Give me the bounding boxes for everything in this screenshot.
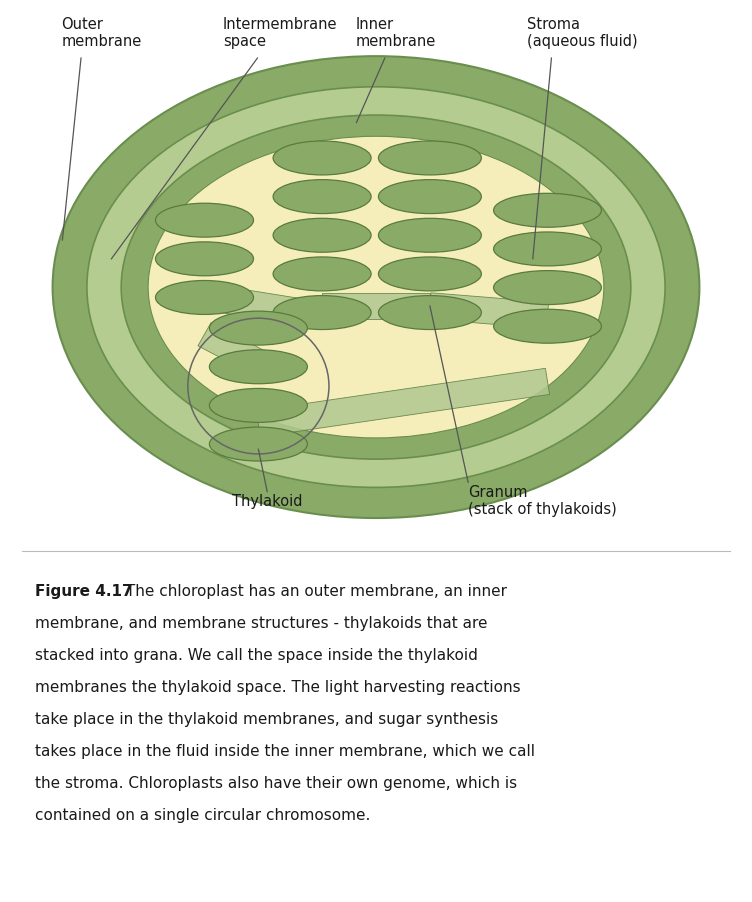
Ellipse shape xyxy=(378,141,481,175)
Text: the stroma. Chloroplasts also have their own genome, which is: the stroma. Chloroplasts also have their… xyxy=(35,776,517,791)
Text: Outer
membrane: Outer membrane xyxy=(62,16,141,49)
Ellipse shape xyxy=(378,179,481,214)
Ellipse shape xyxy=(378,296,481,329)
Text: Inner
membrane: Inner membrane xyxy=(356,16,435,49)
Ellipse shape xyxy=(148,136,604,438)
Text: contained on a single circular chromosome.: contained on a single circular chromosom… xyxy=(35,808,370,823)
Ellipse shape xyxy=(209,350,308,383)
Ellipse shape xyxy=(378,257,481,290)
Ellipse shape xyxy=(273,141,371,175)
Ellipse shape xyxy=(209,389,308,422)
Ellipse shape xyxy=(156,203,253,237)
Ellipse shape xyxy=(493,309,602,343)
Polygon shape xyxy=(198,323,265,374)
Ellipse shape xyxy=(156,242,253,276)
Text: Figure 4.17: Figure 4.17 xyxy=(35,584,132,599)
Ellipse shape xyxy=(273,257,371,290)
Ellipse shape xyxy=(273,179,371,214)
Ellipse shape xyxy=(209,311,308,345)
Ellipse shape xyxy=(121,115,631,459)
Text: membrane, and membrane structures - thylakoids that are: membrane, and membrane structures - thyl… xyxy=(35,616,487,631)
Ellipse shape xyxy=(273,296,371,329)
Text: takes place in the fluid inside the inner membrane, which we call: takes place in the fluid inside the inne… xyxy=(35,744,535,759)
Polygon shape xyxy=(429,293,549,328)
Ellipse shape xyxy=(273,218,371,253)
Ellipse shape xyxy=(156,281,253,315)
Text: Intermembrane
space: Intermembrane space xyxy=(223,16,338,49)
Ellipse shape xyxy=(493,271,602,305)
Ellipse shape xyxy=(87,87,665,487)
Ellipse shape xyxy=(493,193,602,227)
Text: take place in the thylakoid membranes, and sugar synthesis: take place in the thylakoid membranes, a… xyxy=(35,713,499,727)
Polygon shape xyxy=(202,283,324,328)
Polygon shape xyxy=(256,368,550,437)
Ellipse shape xyxy=(209,427,308,461)
Text: stacked into grana. We call the space inside the thylakoid: stacked into grana. We call the space in… xyxy=(35,649,478,663)
Text: The chloroplast has an outer membrane, an inner: The chloroplast has an outer membrane, a… xyxy=(121,584,507,599)
Text: membranes the thylakoid space. The light harvesting reactions: membranes the thylakoid space. The light… xyxy=(35,680,520,695)
Ellipse shape xyxy=(493,232,602,266)
Ellipse shape xyxy=(378,218,481,253)
Ellipse shape xyxy=(53,56,699,518)
Text: Thylakoid: Thylakoid xyxy=(232,494,302,510)
Text: Stroma
(aqueous fluid): Stroma (aqueous fluid) xyxy=(527,16,638,49)
Polygon shape xyxy=(322,293,430,319)
Text: Granum
(stack of thylakoids): Granum (stack of thylakoids) xyxy=(468,485,617,518)
